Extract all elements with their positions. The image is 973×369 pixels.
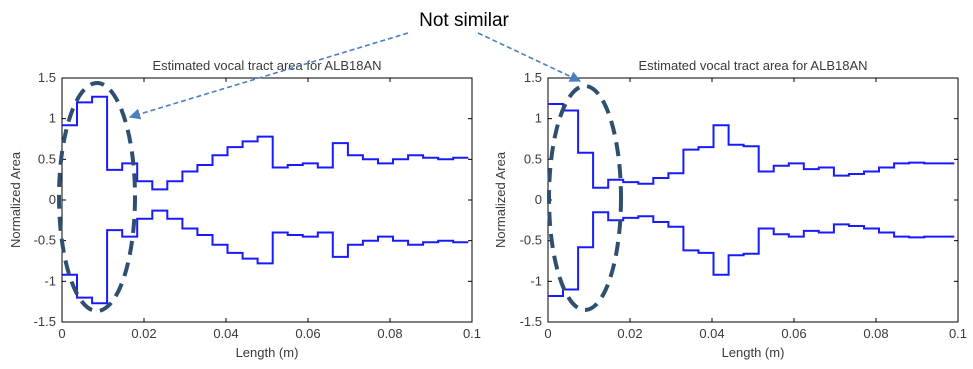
y-tick-label: -0.5 xyxy=(520,233,542,248)
y-tick-label: 0 xyxy=(535,192,542,207)
x-tick-label: 0.08 xyxy=(863,326,888,341)
x-tick-label: 0.02 xyxy=(131,326,156,341)
annotation-arrow-left xyxy=(128,32,409,120)
y-tick-label: 1 xyxy=(535,111,542,126)
y-tick-label: -1 xyxy=(44,273,56,288)
plot-area xyxy=(547,77,959,323)
y-tick-label: 1.5 xyxy=(38,70,56,85)
chart-right: Estimated vocal tract area for ALB18AN L… xyxy=(493,58,967,360)
y-tick-label: -0.5 xyxy=(34,233,56,248)
y-tick-label: 1.5 xyxy=(524,70,542,85)
chart-title: Estimated vocal tract area for ALB18AN xyxy=(152,58,381,73)
y-axis-label: Normalized Area xyxy=(8,151,23,248)
x-tick-label: 0.04 xyxy=(699,326,724,341)
lower-area-series-line xyxy=(62,209,469,305)
x-tick-label: 0.06 xyxy=(781,326,806,341)
x-axis-label: Length (m) xyxy=(722,345,785,360)
y-tick-label: 0.5 xyxy=(38,151,56,166)
tick-group: 0 0.02 0.04 0.06 0.08 0.1 -1.5 -1 -0.5 0 0.5 1 1.5 xyxy=(520,70,967,341)
x-tick-label: 0 xyxy=(58,326,65,341)
x-tick-label: 0.1 xyxy=(463,326,481,341)
x-tick-label: 0.06 xyxy=(295,326,320,341)
x-axis-label: Length (m) xyxy=(236,345,299,360)
series-group xyxy=(548,103,955,297)
x-tick-label: 0.1 xyxy=(949,326,967,341)
annotation-overlay: Not similar xyxy=(57,10,623,313)
x-tick-label: 0.08 xyxy=(377,326,402,341)
upper-area-series-line xyxy=(548,103,955,189)
highlight-ellipse-right xyxy=(547,84,623,312)
y-tick-label: 0.5 xyxy=(524,151,542,166)
highlight-ellipse-left xyxy=(57,81,137,313)
x-tick-label: 0.04 xyxy=(213,326,238,341)
y-tick-label: 1 xyxy=(49,111,56,126)
chart-title: Estimated vocal tract area for ALB18AN xyxy=(638,58,867,73)
y-tick-label: -1.5 xyxy=(34,314,56,329)
lower-area-series-line xyxy=(548,211,955,297)
x-tick-label: 0 xyxy=(544,326,551,341)
y-tick-label: 0 xyxy=(49,192,56,207)
y-tick-label: -1.5 xyxy=(520,314,542,329)
chart-left: Estimated vocal tract area for ALB18AN L… xyxy=(8,58,481,360)
annotation-label: Not similar xyxy=(419,10,509,31)
tick-group: 0 0.02 0.04 0.06 0.08 0.1 -1.5 -1 -0.5 0 0.5 1 1.5 xyxy=(34,70,481,341)
annotation-arrow-right xyxy=(477,32,582,82)
y-axis-label: Normalized Area xyxy=(493,151,508,248)
y-tick-label: -1 xyxy=(530,273,542,288)
x-tick-label: 0.02 xyxy=(617,326,642,341)
